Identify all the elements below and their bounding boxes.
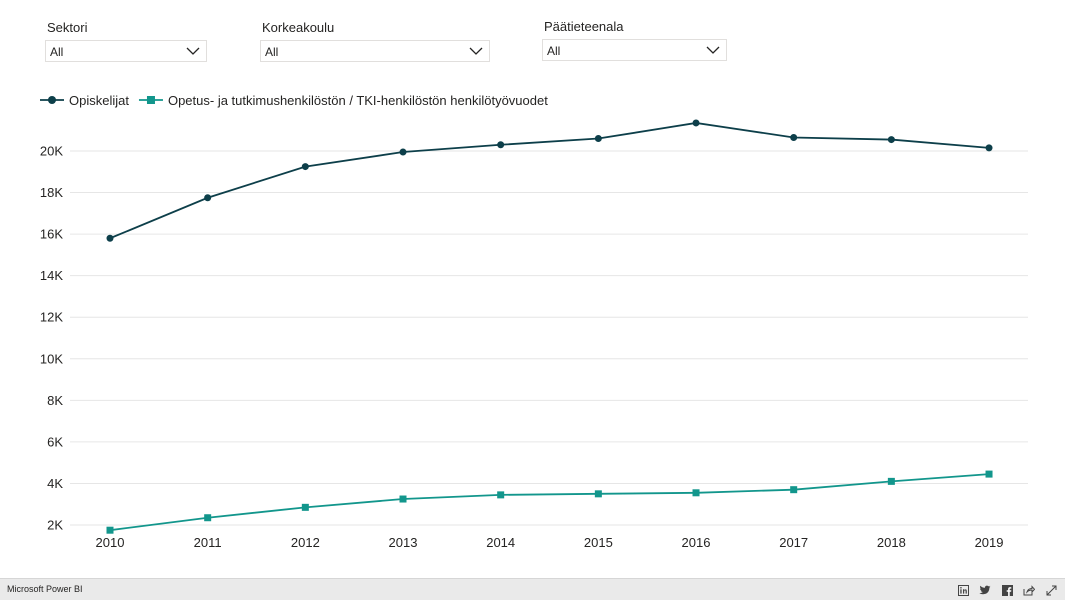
filter-label: Sektori xyxy=(47,20,88,35)
chevron-down-icon xyxy=(469,47,483,55)
data-point xyxy=(106,234,114,242)
y-tick-label: 2K xyxy=(47,518,63,533)
series-line xyxy=(109,473,990,532)
x-tick-label: 2012 xyxy=(291,535,320,550)
korkeakoulu-dropdown[interactable]: All xyxy=(260,40,490,62)
x-tick-label: 2013 xyxy=(389,535,418,550)
x-tick-label: 2014 xyxy=(486,535,515,550)
powerbi-brand-link[interactable]: Microsoft Power BI xyxy=(7,584,83,594)
y-tick-label: 14K xyxy=(40,268,63,283)
fullscreen-icon[interactable] xyxy=(1043,582,1059,598)
filter-label: Päätieteenala xyxy=(544,19,624,34)
dropdown-value: All xyxy=(547,44,561,58)
y-tick-label: 4K xyxy=(47,476,63,491)
y-tick-label: 8K xyxy=(47,393,63,408)
x-tick-label: 2015 xyxy=(584,535,613,550)
data-point xyxy=(790,133,798,141)
legend-label: Opetus- ja tutkimushenkilöstön / TKI-hen… xyxy=(168,93,548,108)
data-point xyxy=(887,136,895,144)
share-icons xyxy=(955,582,1059,598)
y-tick-label: 12K xyxy=(40,310,63,325)
series-line xyxy=(109,122,990,240)
data-point xyxy=(790,486,798,494)
x-tick-label: 2016 xyxy=(682,535,711,550)
legend: Opiskelijat Opetus- ja tutkimushenkilöstö… xyxy=(40,93,548,108)
data-point xyxy=(985,470,993,478)
data-point xyxy=(399,148,407,156)
data-point xyxy=(692,489,700,497)
chevron-down-icon xyxy=(186,47,200,55)
x-tick-label: 2019 xyxy=(975,535,1004,550)
y-tick-label: 16K xyxy=(40,227,63,242)
filter-korkeakoulu: Korkeakoulu All xyxy=(260,20,490,64)
gridlines xyxy=(70,150,1028,526)
dropdown-value: All xyxy=(50,45,64,59)
dropdown-value: All xyxy=(265,45,279,59)
x-tick-label: 2017 xyxy=(779,535,808,550)
data-point xyxy=(497,491,505,499)
data-point xyxy=(692,119,700,127)
sektori-dropdown[interactable]: All xyxy=(45,40,207,62)
filter-paatieteenala: Päätieteenala All xyxy=(542,19,727,63)
facebook-icon[interactable] xyxy=(999,582,1015,598)
x-tick-label: 2018 xyxy=(877,535,906,550)
x-tick-label: 2011 xyxy=(194,535,222,550)
series-1 xyxy=(106,119,993,242)
linkedin-icon[interactable] xyxy=(955,582,971,598)
data-point xyxy=(594,490,602,498)
data-point xyxy=(399,495,407,503)
data-point xyxy=(204,194,212,202)
filter-sektori: Sektori All xyxy=(45,20,207,64)
data-point xyxy=(887,477,895,485)
data-point xyxy=(985,144,993,152)
data-point xyxy=(301,163,309,171)
paatieteenala-dropdown[interactable]: All xyxy=(542,39,727,61)
share-icon[interactable] xyxy=(1021,582,1037,598)
data-point xyxy=(497,141,505,149)
y-tick-label: 20K xyxy=(40,144,63,159)
footer-bar: Microsoft Power BI xyxy=(0,578,1065,600)
x-axis: 2010 2011 2012 2013 2014 2015 2016 2017 2018 2019 xyxy=(96,535,1004,550)
x-tick-label: 2010 xyxy=(96,535,125,550)
y-tick-label: 6K xyxy=(47,434,63,449)
data-point xyxy=(204,514,212,522)
y-tick-label: 18K xyxy=(40,185,63,200)
data-point xyxy=(301,503,309,511)
legend-marker xyxy=(48,96,56,104)
chevron-down-icon xyxy=(706,46,720,54)
twitter-icon[interactable] xyxy=(977,582,993,598)
filter-label: Korkeakoulu xyxy=(262,20,335,35)
data-point xyxy=(594,135,602,143)
data-point xyxy=(106,526,114,534)
series-2 xyxy=(106,470,993,534)
y-axis: 2K 4K 6K 8K 10K 12K 14K 16K 18K 20K xyxy=(40,144,63,533)
legend-label: Opiskelijat xyxy=(69,93,129,108)
legend-marker xyxy=(146,96,155,104)
y-tick-label: 10K xyxy=(40,351,63,366)
